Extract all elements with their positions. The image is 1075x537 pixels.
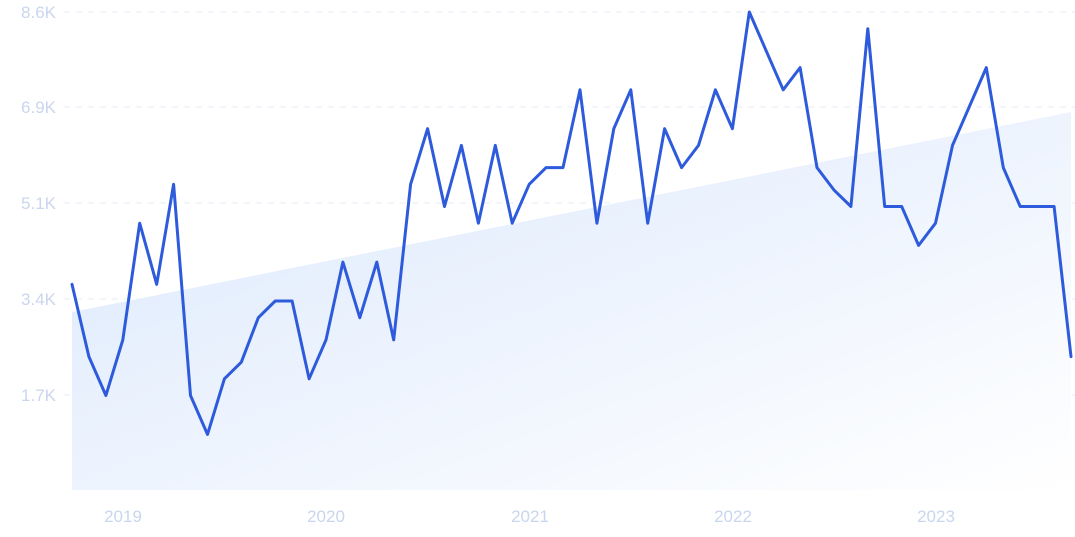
data-point [898, 203, 906, 211]
data-point [373, 258, 381, 266]
y-tick-label: 3.4K [21, 290, 57, 309]
data-point [1050, 203, 1058, 211]
data-point [661, 125, 669, 133]
trend-area [72, 112, 1071, 490]
data-point [254, 314, 262, 322]
data-point [745, 8, 753, 16]
data-point [220, 375, 228, 383]
data-point [407, 180, 415, 188]
data-point [813, 164, 821, 172]
data-point [187, 392, 195, 400]
data-point [932, 219, 940, 227]
data-point [864, 25, 872, 33]
data-point [915, 241, 923, 249]
x-tick-label: 2023 [917, 507, 955, 526]
data-point [779, 86, 787, 94]
data-point [949, 141, 957, 149]
x-tick-label: 2020 [307, 507, 345, 526]
data-point [356, 314, 364, 322]
data-point [474, 219, 482, 227]
data-point [339, 258, 347, 266]
x-axis-labels: 2019 2020 2021 2022 2023 [104, 507, 955, 526]
data-point [305, 375, 313, 383]
x-tick-label: 2019 [104, 507, 142, 526]
y-tick-label: 5.1K [21, 194, 57, 213]
x-tick-label: 2022 [714, 507, 752, 526]
data-point [593, 219, 601, 227]
data-point [457, 141, 465, 149]
data-point [999, 164, 1007, 172]
data-point [85, 353, 93, 361]
data-point [542, 164, 550, 172]
data-point [508, 219, 516, 227]
data-point [1067, 353, 1075, 361]
data-point [559, 164, 567, 172]
data-point [762, 47, 770, 55]
y-tick-label: 8.6K [21, 3, 57, 22]
data-point [525, 180, 533, 188]
data-point [68, 280, 76, 288]
data-point [204, 430, 212, 438]
data-point [1033, 203, 1041, 211]
y-tick-label: 1.7K [21, 386, 57, 405]
data-point [711, 86, 719, 94]
data-point [982, 64, 990, 72]
data-point [322, 336, 330, 344]
y-axis-labels: 1.7K 3.4K 5.1K 6.9K 8.6K [21, 3, 57, 405]
data-point [136, 219, 144, 227]
data-point [271, 297, 279, 305]
data-point [102, 392, 110, 400]
data-point [288, 297, 296, 305]
data-point [965, 103, 973, 111]
y-tick-label: 6.9K [21, 98, 57, 117]
data-point [678, 164, 686, 172]
data-point [695, 141, 703, 149]
data-point [627, 86, 635, 94]
series-line [70, 10, 1073, 436]
data-point [610, 125, 618, 133]
data-point [881, 203, 889, 211]
data-point [796, 64, 804, 72]
data-point [847, 203, 855, 211]
data-point [390, 336, 398, 344]
data-point [830, 186, 838, 194]
data-point [441, 203, 449, 211]
data-point [491, 141, 499, 149]
data-point [644, 219, 652, 227]
data-point [119, 336, 127, 344]
data-point [424, 125, 432, 133]
data-point [237, 358, 245, 366]
data-point [576, 86, 584, 94]
data-point [153, 280, 161, 288]
data-point [170, 180, 178, 188]
x-tick-label: 2021 [511, 507, 549, 526]
data-point [1016, 203, 1024, 211]
data-point [728, 125, 736, 133]
